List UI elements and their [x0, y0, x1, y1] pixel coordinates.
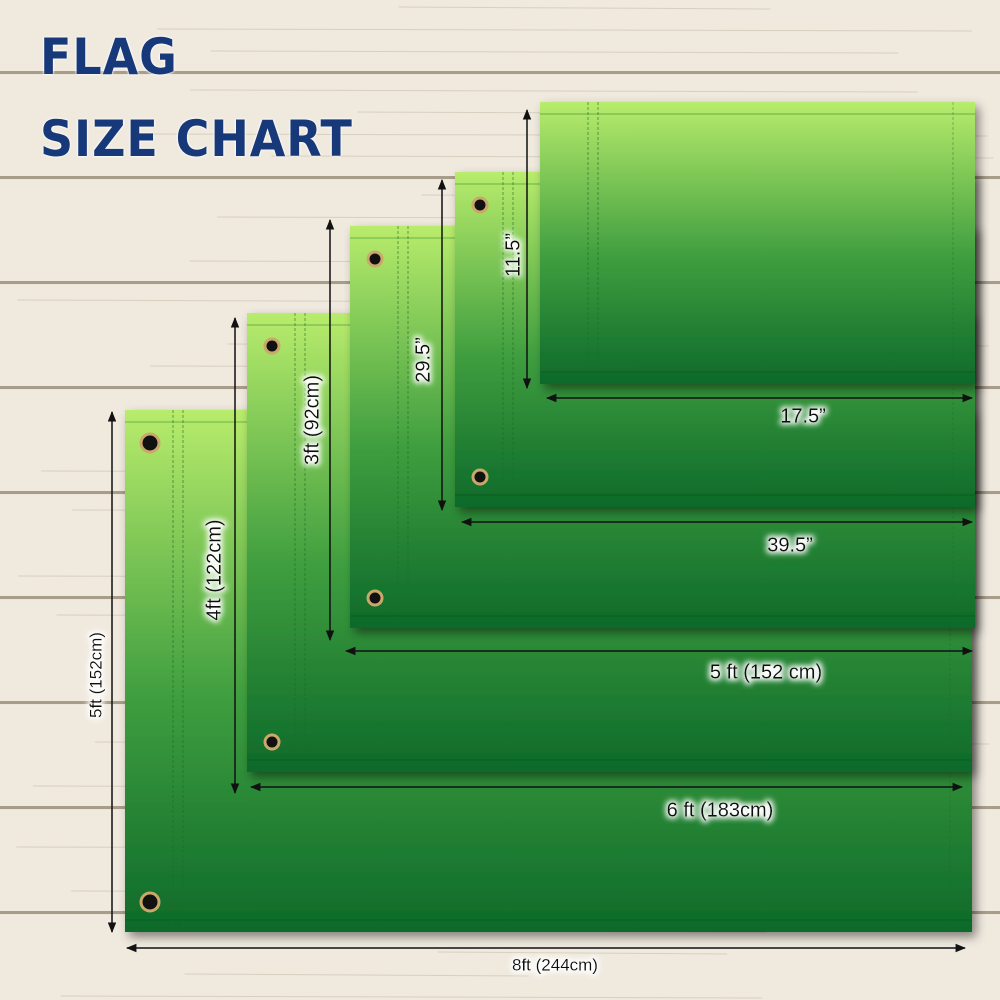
height-label: 4ft (122cm)	[203, 519, 225, 620]
grommet-icon	[141, 434, 159, 452]
grommet-icon	[368, 591, 382, 605]
width-label: 17.5”	[780, 405, 826, 427]
height-label: 29.5”	[412, 337, 434, 383]
width-label: 39.5”	[767, 534, 813, 556]
height-label: 11.5”	[502, 233, 524, 277]
grommet-icon	[473, 470, 487, 484]
width-label: 6 ft (183cm)	[667, 799, 774, 821]
flag-body	[540, 102, 975, 384]
title-line-2: SIZE CHART	[40, 110, 353, 168]
grommet-icon	[368, 252, 382, 266]
grommet-icon	[473, 198, 487, 212]
width-label: 5 ft (152 cm)	[710, 661, 822, 683]
title-line-1: FLAG	[40, 28, 178, 86]
height-label: 3ft (92cm)	[301, 375, 323, 465]
grommet-icon	[265, 339, 279, 353]
grommet-icon	[141, 893, 159, 911]
height-label: 5ft (152cm)	[86, 632, 105, 718]
grommet-icon	[265, 735, 279, 749]
width-label: 8ft (244cm)	[512, 955, 598, 974]
flag-5	[540, 102, 975, 384]
